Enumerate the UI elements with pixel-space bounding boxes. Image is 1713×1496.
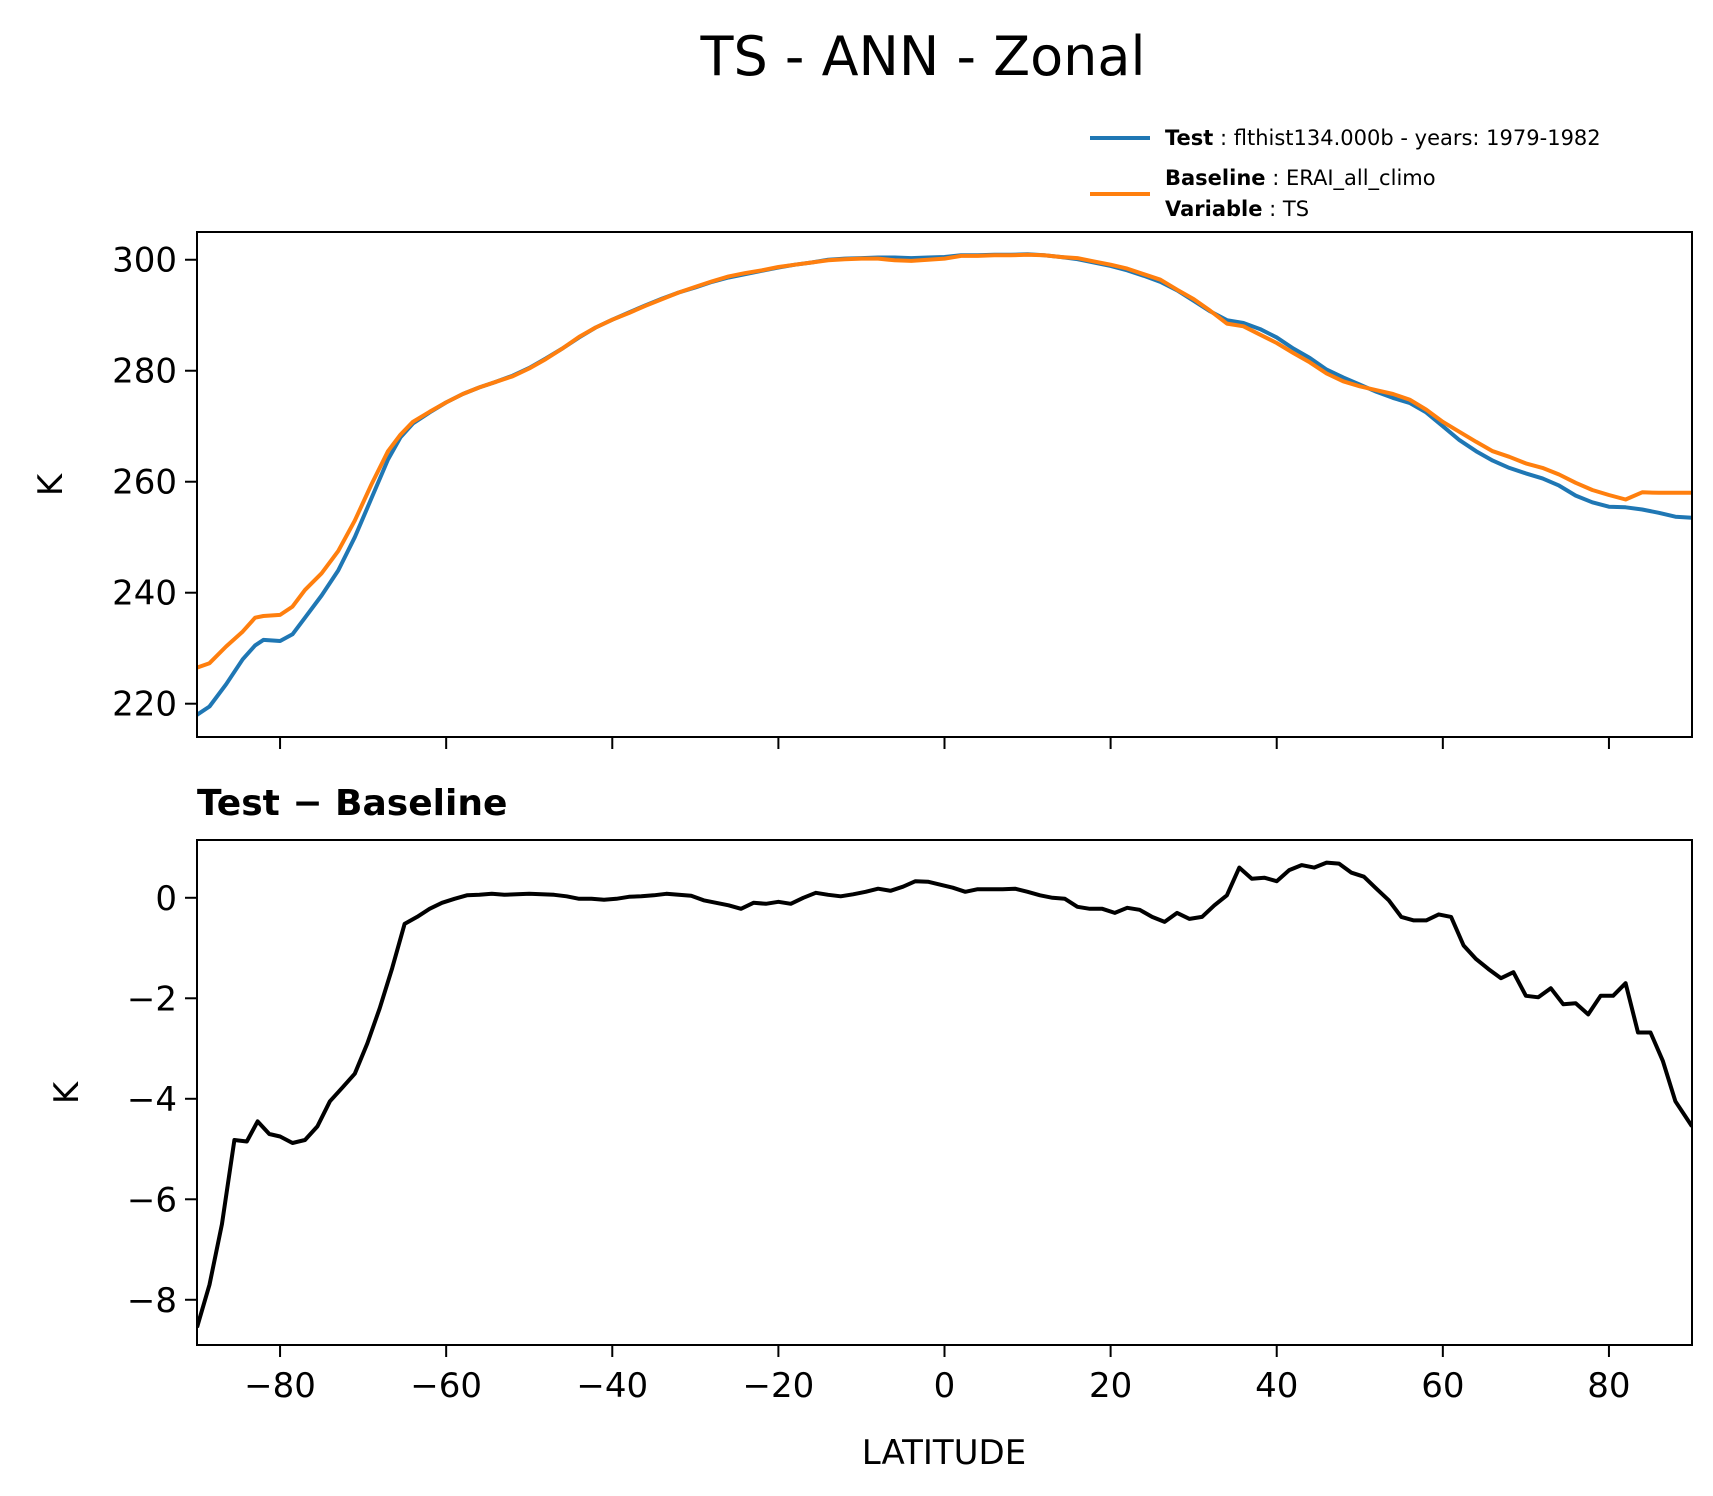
panel-absolute-ytick-label: 260 (112, 463, 177, 503)
legend-variable-label: TS (1282, 197, 1309, 221)
legend: Test : flthist134.000b - years: 1979-198… (1090, 126, 1601, 221)
panel-difference-ytick-label: −8 (127, 1281, 177, 1321)
panel-absolute-ytick-label: 300 (112, 241, 177, 281)
x-tick-label: −40 (576, 1366, 648, 1406)
x-tick-label: −20 (743, 1366, 815, 1406)
x-tick-label: 0 (934, 1366, 956, 1406)
legend-variable-entry: Variable : TS (1165, 197, 1309, 221)
panel-difference-title: Test − Baseline (197, 783, 507, 824)
legend-baseline-key: Baseline (1165, 166, 1266, 190)
panel-difference-ytick-label: −4 (127, 1080, 177, 1120)
legend-variable-key: Variable (1165, 197, 1262, 221)
panel-absolute-ytick-label: 240 (112, 574, 177, 614)
legend-test-entry: Test : flthist134.000b - years: 1979-198… (1165, 126, 1601, 150)
legend-baseline-label: ERAI_all_climo (1286, 166, 1436, 191)
panel-absolute-ytick-label: 220 (112, 685, 177, 725)
legend-baseline-entry: Baseline : ERAI_all_climo (1165, 166, 1436, 191)
panel-absolute: 220 240 260 280 300 K (31, 231, 1693, 749)
panel-difference-ylabel: K (47, 1080, 87, 1104)
legend-test-label: flthist134.000b - years: 1979-1982 (1234, 126, 1601, 150)
x-axis-label: LATITUDE (862, 1433, 1026, 1473)
panel-absolute-plot-area: 220 240 260 280 300 (112, 241, 1692, 749)
x-tick-label: −60 (410, 1366, 482, 1406)
panel-difference-ytick-label: −6 (127, 1180, 177, 1220)
panel-difference-frame (196, 839, 1693, 1346)
figure-title: TS - ANN - Zonal (700, 25, 1146, 88)
panel-absolute-ytick-label: 280 (112, 352, 177, 392)
legend-test-key: Test (1165, 126, 1213, 150)
x-tick-label: 20 (1089, 1366, 1132, 1406)
panel-difference-plot-area: −80 −60 −40 −20 0 20 40 60 80−8−6−4−20 (127, 860, 1692, 1406)
series-line-baseline (197, 252, 1692, 670)
panel-difference-ytick-label: −2 (127, 979, 177, 1019)
panel-absolute-frame (196, 231, 1693, 738)
panel-absolute-ylabel: K (31, 472, 71, 496)
x-tick-label: −80 (244, 1366, 316, 1406)
x-tick-label: 80 (1587, 1366, 1630, 1406)
series-line-test-baseline (197, 860, 1692, 1328)
x-tick-label: 40 (1255, 1366, 1298, 1406)
x-tick-label: 60 (1421, 1366, 1464, 1406)
panel-difference-ytick-label: 0 (155, 879, 177, 919)
panel-difference: Test − Baseline −80 −60 −40 −20 0 20 40 60 80−8−… (47, 783, 1693, 1473)
